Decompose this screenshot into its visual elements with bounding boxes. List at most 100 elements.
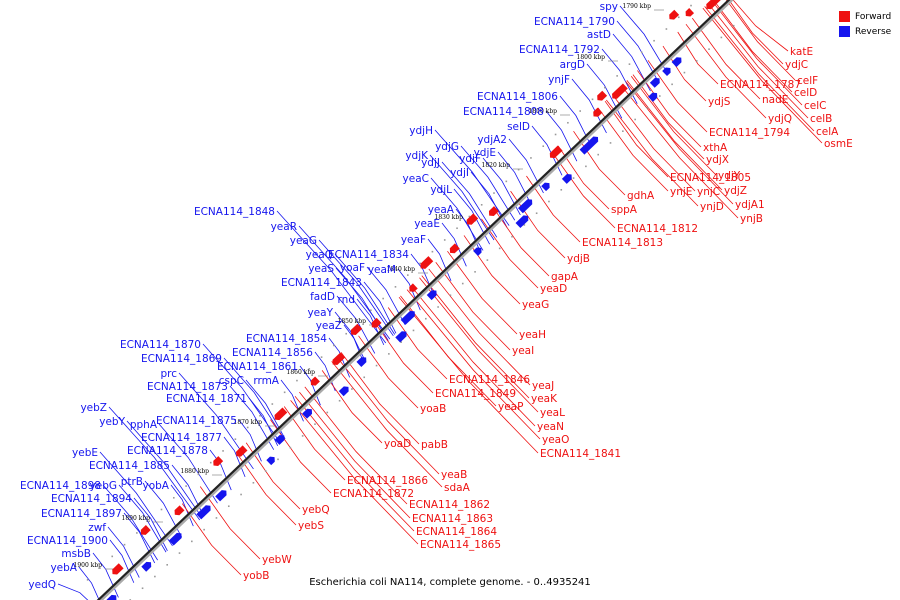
gene-label[interactable]: ynjF (548, 74, 570, 86)
gene-label[interactable]: yeaC (403, 173, 429, 185)
gene-label[interactable]: astD (587, 29, 611, 41)
gene-label[interactable]: yeaG (522, 299, 549, 311)
forward-gene-glyph[interactable] (272, 407, 288, 422)
gene-label[interactable]: celB (810, 113, 832, 125)
reverse-gene-glyph[interactable] (141, 560, 153, 572)
reverse-gene-glyph[interactable] (515, 213, 531, 229)
reverse-gene-glyph[interactable] (579, 134, 601, 155)
gene-label[interactable]: ynjD (700, 201, 724, 213)
gene-label[interactable]: ydjX (706, 154, 729, 166)
reverse-gene-glyph[interactable] (671, 55, 684, 68)
gene-label[interactable]: yebG (90, 480, 117, 492)
gene-label[interactable]: ydjE (474, 147, 496, 159)
reverse-gene-glyph[interactable] (338, 384, 351, 397)
gene-label[interactable]: osmE (824, 138, 853, 150)
gene-label[interactable]: yeaL (540, 407, 565, 419)
gene-label[interactable]: yobA (143, 480, 170, 492)
gene-label[interactable]: sdaA (444, 482, 471, 494)
gene-label[interactable]: cspC (219, 375, 244, 387)
gene-label[interactable]: ydjQ (768, 113, 792, 125)
forward-gene-glyph[interactable] (330, 352, 346, 367)
gene-label[interactable]: rnd (338, 294, 355, 306)
reverse-gene-glyph[interactable] (561, 172, 574, 184)
gene-label[interactable]: ECNA114_1843 (281, 277, 362, 289)
gene-label[interactable]: celA (816, 126, 839, 138)
gene-label[interactable]: yeaR (271, 221, 297, 233)
gene-label[interactable]: ECNA114_1875 (156, 415, 237, 427)
gene-label[interactable]: ECNA114_1790 (534, 16, 615, 28)
gene-label[interactable]: yebY (99, 416, 125, 428)
gene-label[interactable]: celD (794, 87, 817, 99)
forward-gene-glyph[interactable] (349, 323, 363, 337)
reverse-gene-glyph[interactable] (400, 309, 417, 325)
reverse-gene-glyph[interactable] (649, 76, 662, 88)
gene-label[interactable]: msbB (61, 548, 91, 560)
gene-label[interactable]: ECNA114_1861 (217, 361, 298, 373)
forward-gene-glyph[interactable] (369, 317, 382, 330)
gene-label[interactable]: ydjL (430, 184, 452, 196)
gene-label[interactable]: ydjZ (724, 185, 747, 197)
gene-label[interactable]: xthA (703, 142, 728, 154)
forward-gene-glyph[interactable] (548, 145, 563, 161)
gene-label[interactable]: ECNA114_1849 (435, 388, 516, 400)
gene-label[interactable]: ydjY (718, 170, 741, 182)
reverse-gene-glyph[interactable] (473, 245, 484, 256)
reverse-gene-glyph[interactable] (266, 455, 277, 466)
gene-label[interactable]: ECNA114_1856 (232, 347, 313, 359)
gene-label[interactable]: ydjK (405, 150, 429, 162)
forward-gene-glyph[interactable] (139, 525, 151, 537)
gene-label[interactable]: ynjC (697, 186, 720, 198)
reverse-gene-glyph[interactable] (541, 181, 552, 192)
gene-label[interactable]: ECNA114_1885 (89, 460, 170, 472)
gene-label[interactable]: ydjC (785, 59, 808, 71)
gene-label[interactable]: yebA (50, 562, 77, 574)
gene-label[interactable]: yobB (243, 570, 270, 582)
gene-label[interactable]: ydjI (450, 167, 469, 179)
gene-label[interactable]: ECNA114_1878 (127, 445, 208, 457)
gene-label[interactable]: ECNA114_1869 (141, 353, 222, 365)
gene-label[interactable]: sppA (611, 204, 638, 216)
gene-label[interactable]: ECNA114_1871 (166, 393, 247, 405)
gene-label[interactable]: fadD (310, 291, 335, 303)
gene-label[interactable]: yoaD (384, 438, 411, 450)
gene-label[interactable]: ECNA114_1862 (409, 499, 490, 511)
gene-label[interactable]: ECNA114_1894 (51, 493, 132, 505)
gene-label[interactable]: ECNA114_1898 (20, 480, 101, 492)
gene-label[interactable]: yeaE (414, 218, 440, 230)
forward-gene-glyph[interactable] (595, 90, 608, 103)
gene-label[interactable]: ydjB (567, 253, 590, 265)
forward-gene-glyph[interactable] (465, 213, 479, 226)
gene-label[interactable]: yeaF (401, 234, 426, 246)
gene-label[interactable]: gdhA (627, 190, 655, 202)
reverse-gene-glyph[interactable] (662, 65, 673, 77)
gene-label[interactable]: ECNA114_1813 (582, 237, 663, 249)
gene-label[interactable]: ECNA114_1897 (41, 508, 122, 520)
forward-gene-glyph[interactable] (234, 445, 248, 458)
gene-label[interactable]: pphA (130, 419, 158, 431)
gene-label[interactable]: ECNA114_1870 (120, 339, 201, 351)
gene-label[interactable]: ECNA114_1854 (246, 333, 327, 345)
gene-label[interactable]: ynjB (740, 213, 763, 225)
gene-label[interactable]: gapA (551, 271, 579, 283)
gene-label[interactable]: ydjA1 (735, 199, 765, 211)
gene-label[interactable]: yeaJ (532, 380, 554, 392)
forward-gene-glyph[interactable] (591, 107, 603, 119)
gene-label[interactable]: ECNA114_1873 (147, 381, 228, 393)
gene-label[interactable]: yeaO (542, 434, 569, 446)
reverse-gene-glyph[interactable] (274, 433, 287, 445)
forward-gene-glyph[interactable] (683, 8, 695, 19)
gene-label[interactable]: yebZ (80, 402, 107, 414)
reverse-gene-glyph[interactable] (215, 488, 229, 502)
gene-label[interactable]: ECNA114_1792 (519, 44, 600, 56)
reverse-gene-glyph[interactable] (426, 288, 439, 301)
forward-gene-glyph[interactable] (418, 256, 434, 271)
reverse-gene-glyph[interactable] (356, 355, 368, 367)
gene-label[interactable]: ECNA114_1787 (720, 79, 801, 91)
gene-label[interactable]: yeaG (290, 235, 317, 247)
gene-label[interactable]: ECNA114_1848 (194, 206, 275, 218)
reverse-gene-glyph[interactable] (518, 197, 534, 214)
gene-label[interactable]: ynjE (670, 186, 692, 198)
forward-gene-glyph[interactable] (610, 83, 628, 100)
forward-gene-glyph[interactable] (704, 0, 725, 11)
gene-label[interactable]: ECNA114_1834 (328, 249, 409, 261)
